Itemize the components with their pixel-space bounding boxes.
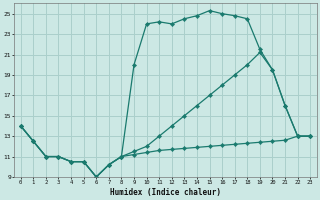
X-axis label: Humidex (Indice chaleur): Humidex (Indice chaleur) (110, 188, 221, 197)
